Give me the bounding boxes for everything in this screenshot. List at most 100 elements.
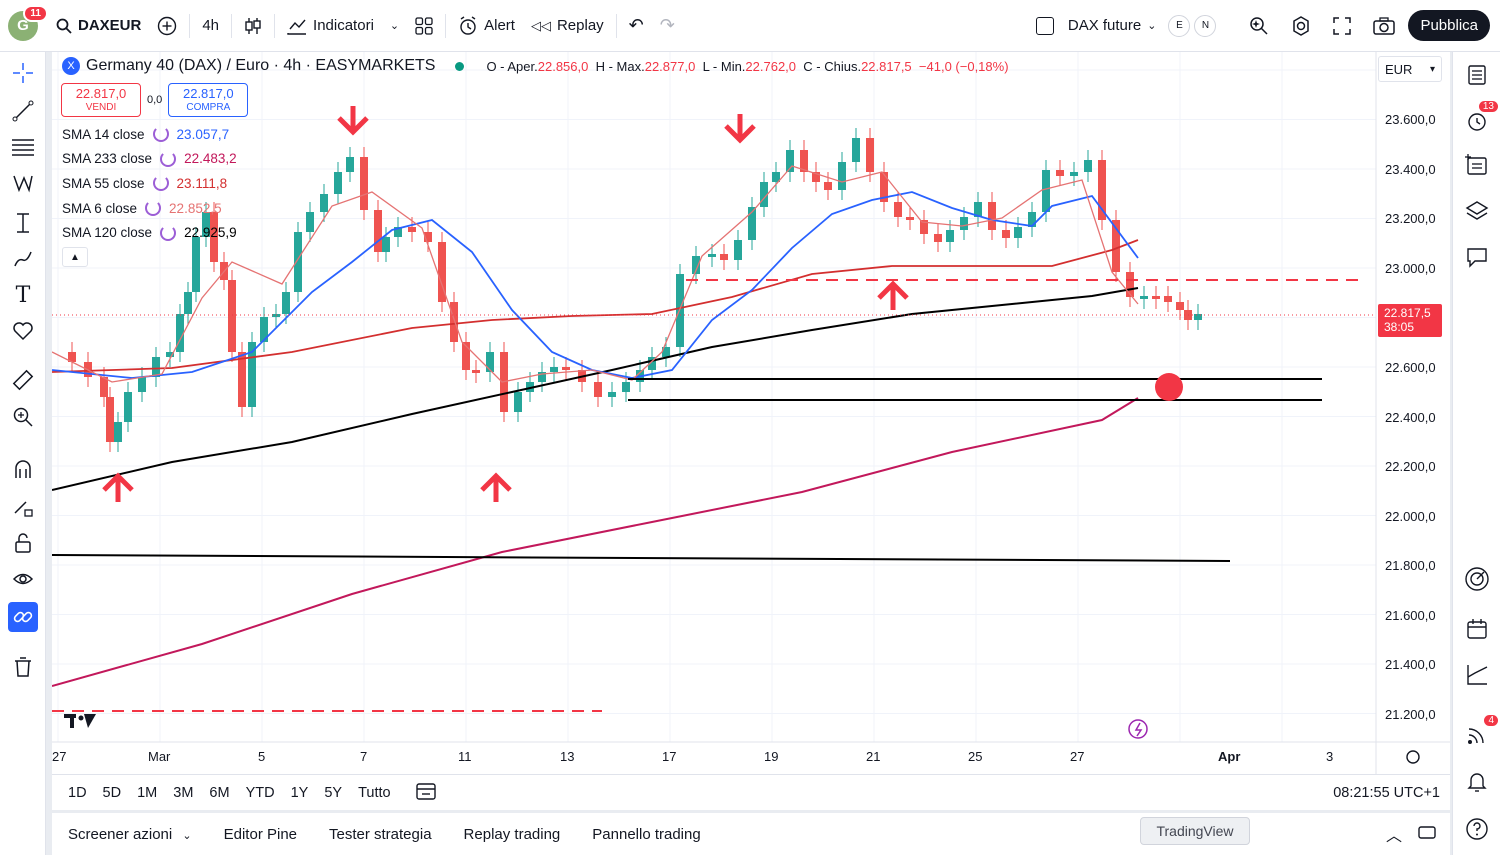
publish-button[interactable]: Pubblica (1408, 10, 1490, 41)
settings-button[interactable] (1282, 9, 1320, 43)
grid-icon (415, 16, 433, 35)
separator (189, 13, 191, 38)
compare-button[interactable] (149, 9, 185, 43)
icon-tool[interactable] (8, 316, 38, 346)
user-avatar[interactable]: G 11 (8, 4, 48, 41)
indicator-row[interactable]: SMA 233 close 22.483,2 (62, 147, 237, 172)
watchlist-toggle[interactable]: DAX future ⌄ (1028, 9, 1165, 43)
goto-date-button[interactable] (407, 781, 445, 805)
ideas-button[interactable] (1462, 564, 1492, 594)
fib-tool[interactable] (8, 132, 38, 162)
magnet-tool[interactable] (8, 454, 38, 484)
symbol-search[interactable]: DAXEUR (48, 9, 149, 43)
n-button[interactable]: N (1194, 14, 1217, 37)
stay-drawing-tool[interactable] (8, 492, 38, 522)
screener-button[interactable] (1462, 660, 1492, 690)
hide-tool[interactable] (8, 564, 38, 594)
alert-button[interactable]: Alert (450, 9, 523, 43)
replay-label: Replay (556, 17, 604, 34)
calendar-button[interactable] (1462, 614, 1492, 644)
prediction-tool[interactable] (8, 208, 38, 238)
indicator-row[interactable]: SMA 14 close 23.057,7 (62, 122, 237, 147)
e-button[interactable]: E (1168, 14, 1191, 37)
loading-icon (152, 175, 169, 192)
tab-stock-screener[interactable]: Screener azioni ⌄ (52, 826, 208, 843)
alerts-button[interactable]: 13 (1462, 101, 1498, 136)
sell-button[interactable]: 22.817,0 VENDI (61, 83, 141, 117)
tab-replay-trading[interactable]: Replay trading (463, 825, 561, 843)
indicators-button[interactable]: Indicatori ⌄ (279, 9, 407, 43)
tab-pine-editor[interactable]: Editor Pine (223, 825, 297, 843)
indicator-row[interactable]: SMA 55 close 23.111,8 (62, 171, 237, 196)
lock-tool[interactable] (8, 528, 38, 558)
time-label: 5 (258, 749, 266, 764)
chart-type-button[interactable] (236, 9, 270, 43)
delete-tool[interactable] (8, 652, 38, 682)
separator (445, 13, 447, 38)
text-tool[interactable]: T (8, 280, 38, 310)
snapshot-button[interactable] (1364, 9, 1404, 43)
indicator-legend: SMA 14 close 23.057,7 SMA 233 close 22.483… (62, 122, 237, 245)
buy-price: 22.817,0 (182, 86, 234, 101)
data-window-button[interactable] (1462, 150, 1492, 180)
price-label: 21.800,0 (1385, 558, 1436, 573)
ruler-tool[interactable] (8, 365, 38, 395)
candle-body (152, 357, 160, 377)
expand-panel-button[interactable]: ︿ (1385, 828, 1402, 845)
brush-tool[interactable] (8, 244, 38, 274)
price-label: 22.000,0 (1385, 509, 1436, 524)
chart-pane[interactable]: X Germany 40 (DAX) / Euro · 4h · EASYMAR… (52, 52, 1450, 810)
search-icon (56, 18, 72, 34)
replay-button[interactable]: ◁◁ Replay (523, 9, 612, 43)
indicator-row[interactable]: SMA 6 close 22.852,5 (62, 196, 237, 221)
timezone-clock[interactable]: 08:21:55 UTC+1 (1333, 784, 1440, 801)
range-all[interactable]: Tutto (358, 784, 391, 801)
price-label: 23.200,0 (1385, 211, 1436, 226)
interval-button[interactable]: 4h (202, 17, 220, 34)
indicator-row[interactable]: SMA 120 close 22.925,9 (62, 220, 237, 245)
candle-body (676, 274, 684, 347)
candle-body (282, 292, 290, 314)
range-1m[interactable]: 1M (137, 784, 158, 801)
range-1y[interactable]: 1Y (290, 784, 309, 801)
indicator-name: SMA 14 close (62, 126, 145, 142)
buy-button[interactable]: 22.817,0 COMPRA (168, 83, 249, 117)
candle-body (334, 172, 342, 194)
range-3m[interactable]: 3M (173, 784, 194, 801)
templates-button[interactable] (407, 9, 441, 43)
high-value: 22.877,0 (644, 58, 696, 74)
undo-button[interactable]: ↶ (621, 9, 652, 43)
candles-icon (245, 17, 261, 34)
currency-label: EUR (1385, 61, 1413, 77)
trendline-tool[interactable] (8, 96, 38, 126)
pattern-tool[interactable] (8, 168, 38, 198)
range-5d[interactable]: 5D (102, 784, 122, 801)
redo-button[interactable]: ↷ (652, 9, 683, 43)
notifications-button[interactable] (1462, 766, 1492, 796)
sync-tool[interactable] (8, 602, 38, 632)
range-1d[interactable]: 1D (68, 784, 87, 801)
range-5y[interactable]: 5Y (324, 784, 343, 801)
maximize-panel-button[interactable] (1412, 824, 1450, 844)
series-title[interactable]: Germany 40 (DAX) / Euro · 4h · EASYMARKE… (86, 57, 436, 74)
zoom-tool[interactable] (8, 402, 38, 432)
range-6m[interactable]: 6M (209, 784, 230, 801)
fullscreen-button[interactable] (1324, 9, 1360, 43)
collapse-legend-button[interactable]: ▲ (62, 247, 88, 267)
streams-button[interactable]: 4 (1462, 715, 1498, 750)
quick-search-button[interactable] (1240, 9, 1278, 43)
chart-canvas[interactable] (52, 52, 1450, 774)
tab-trading-panel[interactable]: Pannello trading (592, 825, 701, 843)
chat-button[interactable] (1462, 242, 1492, 272)
crosshair-tool[interactable] (8, 58, 38, 88)
top-toolbar: G 11 DAXEUR 4h Indicatori ⌄ Alert ◁◁ Rep… (0, 0, 1500, 52)
currency-select[interactable]: EUR ▾ (1378, 56, 1442, 82)
range-ytd[interactable]: YTD (245, 784, 275, 801)
candle-body (838, 162, 846, 190)
open-value: 22.856,0 (537, 58, 589, 74)
object-tree-button[interactable] (1462, 196, 1492, 226)
tab-strategy-tester[interactable]: Tester strategia (329, 825, 432, 843)
watchlist-button[interactable] (1462, 60, 1492, 90)
arrow-up (102, 472, 134, 492)
help-button[interactable] (1462, 814, 1492, 844)
